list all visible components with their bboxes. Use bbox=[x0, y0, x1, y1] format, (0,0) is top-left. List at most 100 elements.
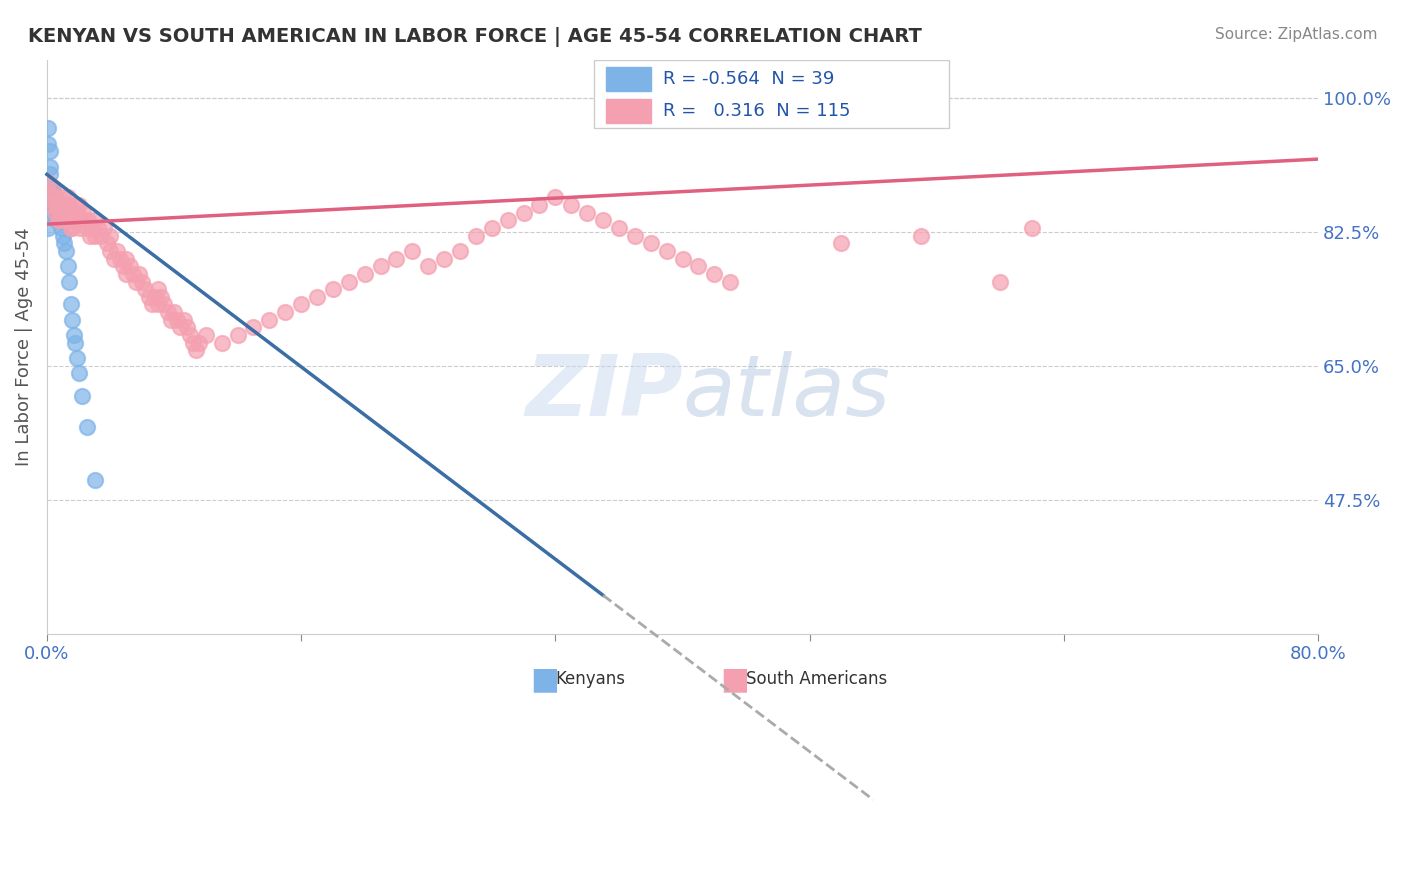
Point bbox=[118, 259, 141, 273]
Point bbox=[96, 236, 118, 251]
Point bbox=[53, 205, 76, 219]
Point bbox=[433, 252, 456, 266]
Point bbox=[173, 313, 195, 327]
Point bbox=[51, 205, 73, 219]
Point bbox=[176, 320, 198, 334]
Point bbox=[188, 335, 211, 350]
Point bbox=[150, 290, 173, 304]
Point bbox=[46, 205, 69, 219]
Point bbox=[80, 221, 103, 235]
Point bbox=[146, 297, 169, 311]
Point bbox=[529, 198, 551, 212]
Point bbox=[59, 205, 82, 219]
Point bbox=[77, 213, 100, 227]
Point bbox=[55, 198, 77, 212]
Point bbox=[76, 221, 98, 235]
Point bbox=[37, 221, 59, 235]
Point bbox=[544, 190, 567, 204]
Point bbox=[153, 297, 176, 311]
Point bbox=[60, 213, 83, 227]
Text: ■: ■ bbox=[530, 665, 558, 694]
Point bbox=[418, 259, 440, 273]
Point bbox=[56, 259, 79, 273]
Point bbox=[63, 328, 86, 343]
Point bbox=[401, 244, 423, 258]
Point bbox=[512, 205, 534, 219]
Point bbox=[166, 313, 188, 327]
Point bbox=[143, 290, 166, 304]
Point bbox=[41, 183, 63, 197]
Point bbox=[718, 275, 741, 289]
Point bbox=[46, 213, 69, 227]
Point bbox=[134, 282, 156, 296]
Point bbox=[115, 267, 138, 281]
Point bbox=[48, 213, 70, 227]
Point bbox=[108, 252, 131, 266]
Point bbox=[160, 313, 183, 327]
Text: R = -0.564  N = 39: R = -0.564 N = 39 bbox=[664, 70, 835, 87]
Point bbox=[259, 313, 281, 327]
Point bbox=[105, 244, 128, 258]
Bar bbox=[606, 67, 651, 91]
Point bbox=[274, 305, 297, 319]
Point bbox=[51, 205, 73, 219]
Point bbox=[79, 228, 101, 243]
Point bbox=[592, 213, 614, 227]
Point bbox=[90, 228, 112, 243]
Point bbox=[194, 328, 217, 343]
Point bbox=[830, 236, 852, 251]
Point bbox=[59, 221, 82, 235]
Point bbox=[322, 282, 344, 296]
Point bbox=[44, 190, 66, 204]
Point bbox=[48, 213, 70, 227]
Point bbox=[37, 175, 59, 189]
Point bbox=[65, 335, 87, 350]
Point bbox=[66, 351, 89, 365]
Point bbox=[67, 213, 90, 227]
Point bbox=[370, 259, 392, 273]
Point bbox=[60, 221, 83, 235]
Point bbox=[39, 145, 62, 159]
Point bbox=[640, 236, 662, 251]
Text: South Americans: South Americans bbox=[747, 671, 887, 689]
Point bbox=[179, 328, 201, 343]
Point bbox=[544, 803, 567, 817]
Point bbox=[305, 290, 328, 304]
Point bbox=[76, 420, 98, 434]
Point bbox=[607, 221, 630, 235]
Text: R =   0.316  N = 115: R = 0.316 N = 115 bbox=[664, 102, 851, 120]
Point bbox=[624, 228, 647, 243]
Point bbox=[93, 221, 115, 235]
Point bbox=[60, 313, 83, 327]
Point bbox=[52, 190, 75, 204]
Point bbox=[42, 198, 65, 212]
Point bbox=[290, 297, 312, 311]
Text: KENYAN VS SOUTH AMERICAN IN LABOR FORCE | AGE 45-54 CORRELATION CHART: KENYAN VS SOUTH AMERICAN IN LABOR FORCE … bbox=[28, 27, 922, 46]
Point bbox=[44, 190, 66, 204]
Point bbox=[73, 213, 96, 227]
Point bbox=[48, 198, 70, 212]
Point bbox=[41, 183, 63, 197]
Point bbox=[576, 205, 599, 219]
Text: atlas: atlas bbox=[682, 351, 890, 434]
Point bbox=[56, 190, 79, 204]
Point bbox=[48, 205, 70, 219]
Point bbox=[87, 221, 110, 235]
Point bbox=[100, 244, 122, 258]
Point bbox=[181, 335, 204, 350]
Point bbox=[42, 205, 65, 219]
Point bbox=[41, 190, 63, 204]
Point bbox=[39, 160, 62, 174]
Point bbox=[63, 205, 86, 219]
Bar bbox=[606, 99, 651, 123]
Point bbox=[53, 198, 76, 212]
Point bbox=[41, 190, 63, 204]
Point bbox=[58, 213, 80, 227]
Point bbox=[37, 136, 59, 151]
Point bbox=[226, 328, 249, 343]
Point bbox=[66, 205, 89, 219]
Point bbox=[37, 121, 59, 136]
Point bbox=[51, 198, 73, 212]
Point bbox=[39, 198, 62, 212]
Text: Source: ZipAtlas.com: Source: ZipAtlas.com bbox=[1215, 27, 1378, 42]
